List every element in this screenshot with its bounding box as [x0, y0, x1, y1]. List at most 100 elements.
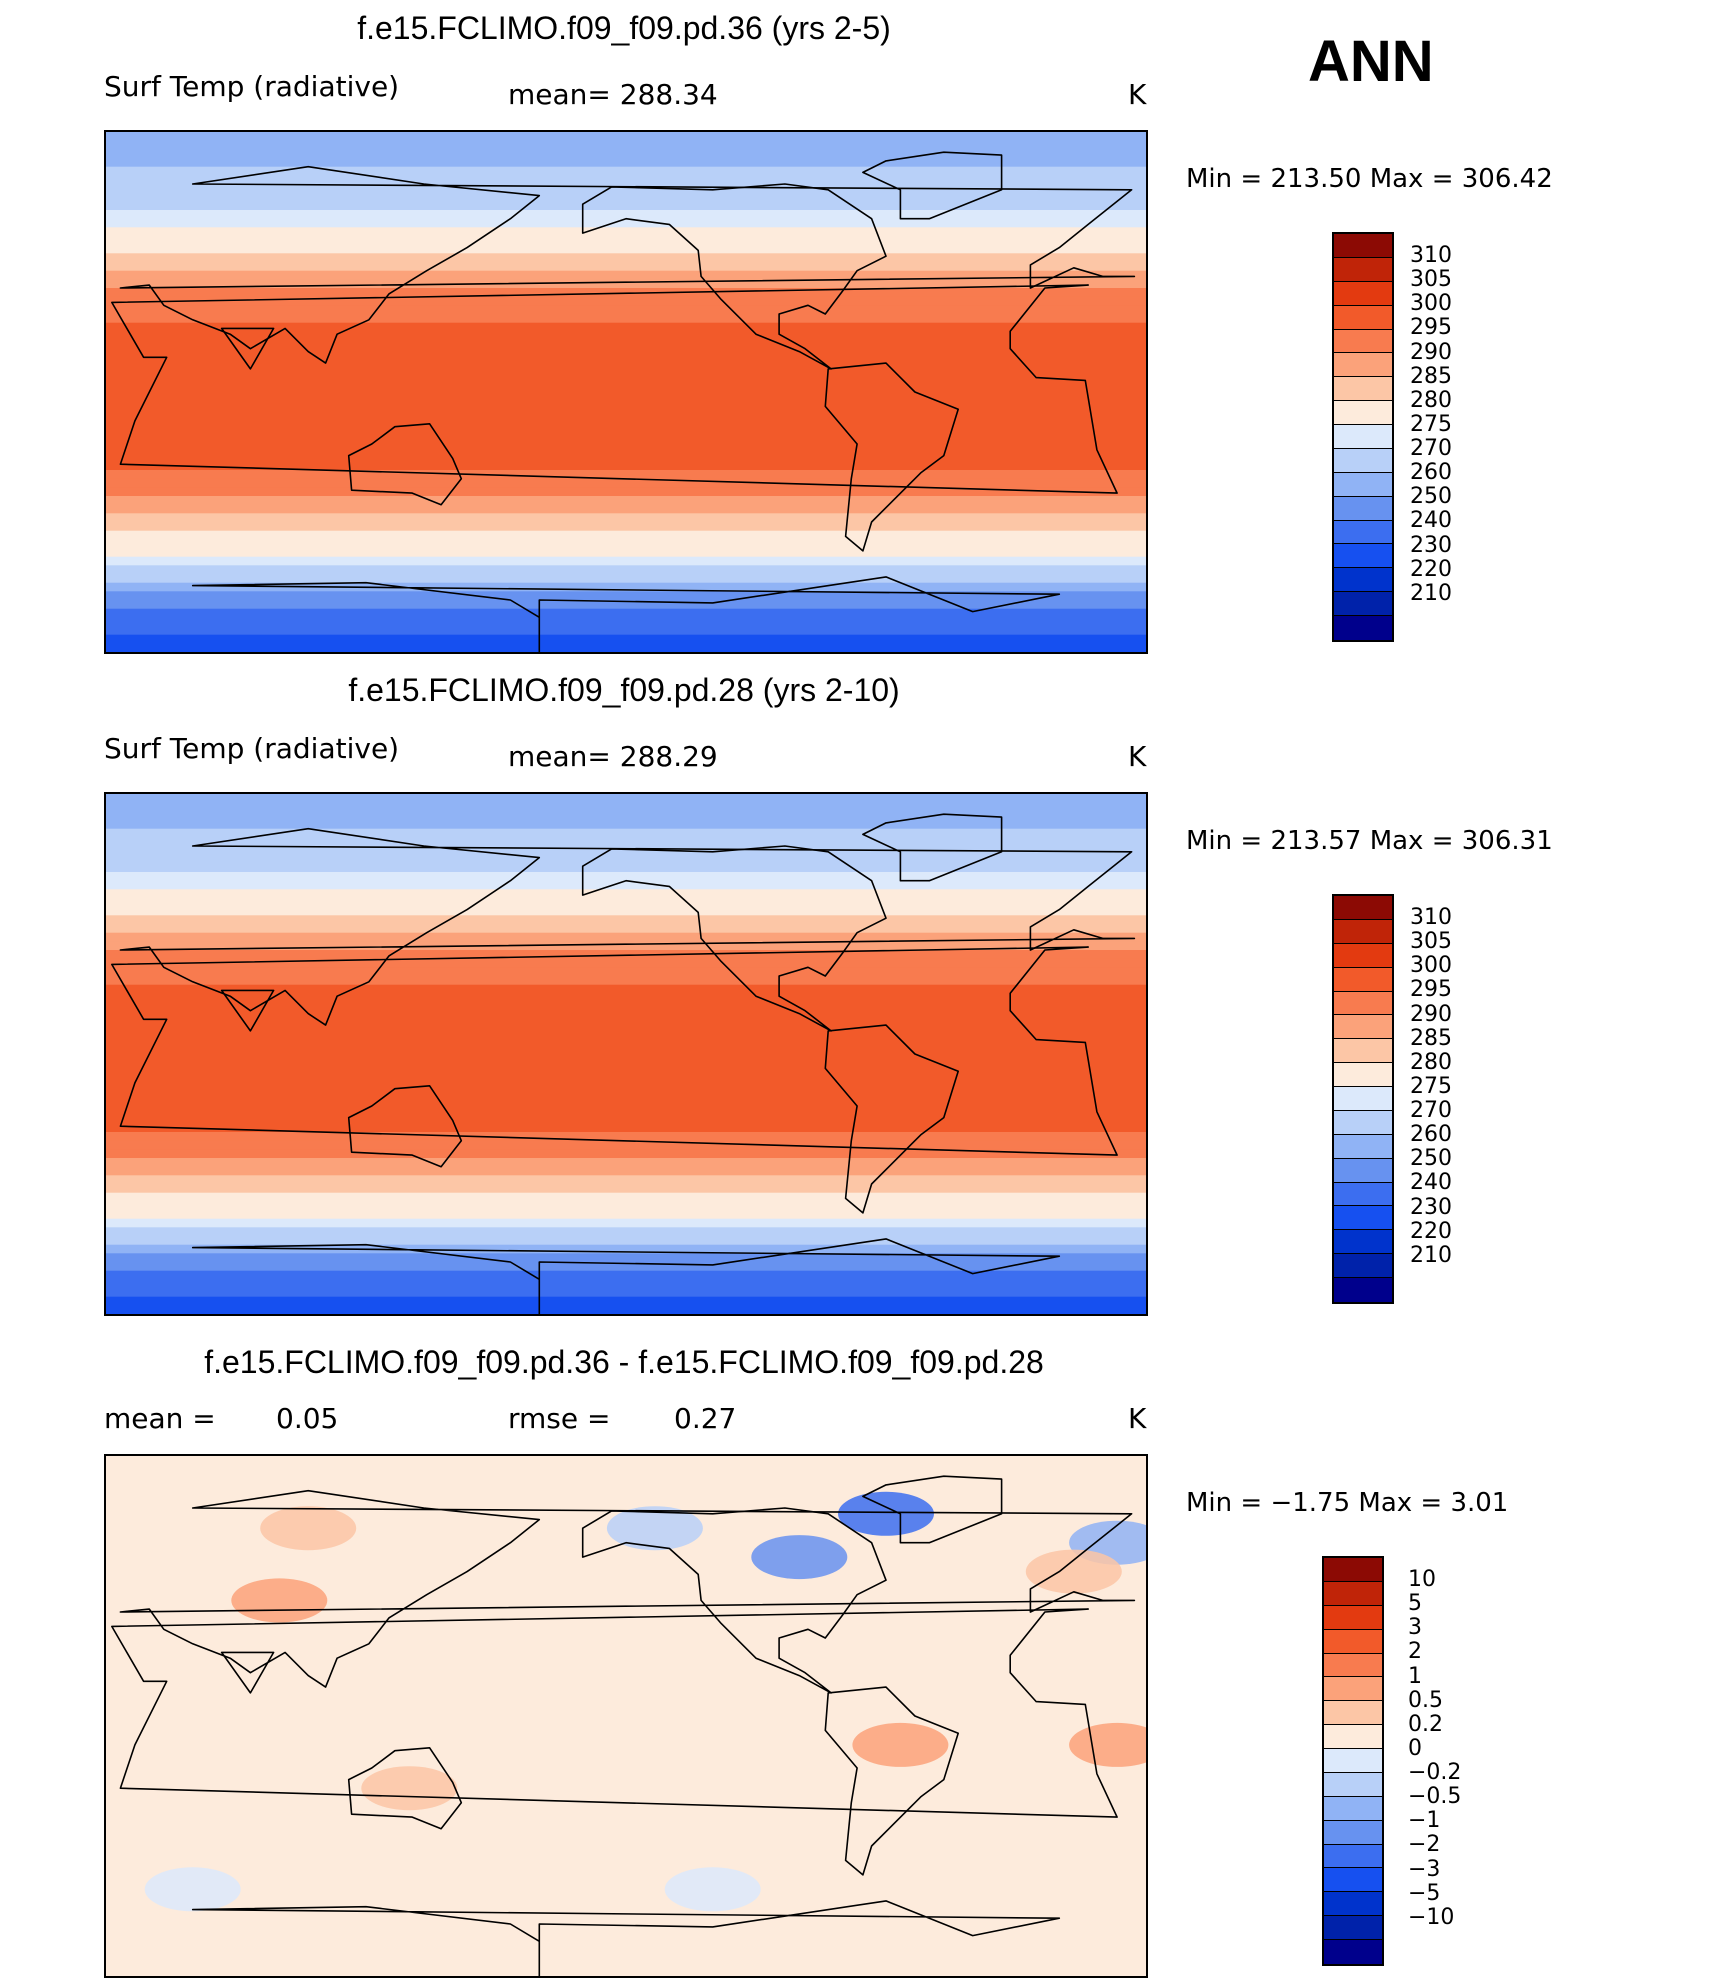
colorbar-swatch	[1324, 1701, 1382, 1726]
colorbar-tick-label: 220	[1410, 556, 1452, 582]
panel-3-title: f.e15.FCLIMO.f09_f09.pd.36 - f.e15.FCLIM…	[204, 1344, 1044, 1380]
latitude-band	[106, 296, 1146, 306]
coastline-africa	[111, 946, 1118, 1156]
colorbar-swatch	[1334, 991, 1392, 1016]
panel-2-mean: mean= 288.29	[508, 740, 718, 773]
latitude-band	[106, 314, 1146, 324]
coastline-europe-asia	[119, 165, 1136, 364]
colorbar-tick-label: 310	[1410, 243, 1452, 269]
latitude-band	[106, 392, 1146, 402]
coastline-north-america	[581, 845, 887, 1032]
latitude-band	[106, 548, 1146, 558]
difference-patch	[231, 1578, 328, 1623]
colorbar-swatch	[1324, 1916, 1382, 1940]
coastline-australia	[347, 1747, 463, 1830]
latitude-band	[106, 958, 1146, 968]
colorbar-swatch	[1324, 1581, 1382, 1606]
latitude-band	[106, 591, 1146, 601]
coastline-greenland	[862, 813, 1003, 882]
panel-1-variable-label: Surf Temp (radiative)	[104, 70, 400, 103]
panel-1-map	[104, 130, 1148, 654]
latitude-band	[106, 1088, 1146, 1098]
panel-3-minmax: Min = −1.75 Max = 3.01	[1186, 1488, 1509, 1518]
coastline-india-peninsula	[220, 1651, 275, 1694]
latitude-band	[106, 444, 1146, 454]
latitude-band	[106, 582, 1146, 592]
panel-2-map	[104, 792, 1148, 1316]
latitude-band	[106, 383, 1146, 393]
colorbar-swatch	[1334, 943, 1392, 968]
latitude-band	[106, 993, 1146, 1003]
latitude-band	[106, 880, 1146, 890]
latitude-band	[106, 1010, 1146, 1020]
colorbar-tick-label: 305	[1410, 929, 1452, 955]
colorbar-tick-label: 0.5	[1408, 1687, 1443, 1713]
colorbar-swatch	[1334, 1182, 1392, 1207]
coastline-africa	[111, 1608, 1118, 1818]
latitude-band	[106, 253, 1146, 263]
colorbar-swatch	[1334, 496, 1392, 521]
latitude-band	[106, 1288, 1146, 1298]
latitude-band	[106, 366, 1146, 376]
colorbar-tick-label: −10	[1408, 1904, 1455, 1930]
colorbar-tick-label: 210	[1410, 580, 1452, 606]
colorbar-tick-label: 5	[1408, 1591, 1422, 1617]
latitude-band	[106, 863, 1146, 873]
colorbar-tick-label: 240	[1410, 508, 1452, 534]
colorbar-swatch	[1334, 1230, 1392, 1255]
colorbar-tick-label: 2	[1408, 1639, 1422, 1665]
coastline-south-america	[824, 1024, 959, 1214]
difference-patch	[1025, 1549, 1122, 1594]
latitude-band	[106, 322, 1146, 332]
colorbar-tick-label: 310	[1410, 905, 1452, 931]
coastline-greenland	[862, 1475, 1003, 1544]
colorbar-tick-label: 290	[1410, 339, 1452, 365]
latitude-band	[106, 556, 1146, 566]
colorbar-tick-label: 280	[1410, 1049, 1452, 1075]
latitude-band	[106, 1210, 1146, 1220]
colorbar-swatch	[1334, 1063, 1392, 1087]
colorbar-tick-label: −1	[1408, 1808, 1441, 1834]
colorbar-swatch	[1334, 967, 1392, 992]
latitude-band	[106, 166, 1146, 176]
difference-patch	[852, 1722, 949, 1767]
latitude-band	[106, 244, 1146, 254]
colorbar-swatch	[1324, 1796, 1382, 1821]
colorbar-swatch	[1334, 1015, 1392, 1040]
colorbar-tick-label: 1	[1408, 1663, 1422, 1689]
latitude-band	[106, 1279, 1146, 1289]
latitude-band	[106, 634, 1146, 644]
colorbar-swatch	[1334, 544, 1392, 569]
latitude-band	[106, 1036, 1146, 1046]
colorbar-swatch	[1334, 592, 1392, 616]
colorbar-tick-label: 0	[1408, 1735, 1422, 1761]
latitude-band	[106, 487, 1146, 497]
latitude-band	[106, 565, 1146, 575]
latitude-band	[106, 452, 1146, 462]
panel-2-colorbar	[1332, 894, 1394, 1304]
latitude-band	[106, 1227, 1146, 1237]
colorbar-swatch	[1334, 257, 1392, 282]
colorbar-swatch	[1334, 520, 1392, 545]
colorbar-tick-label: 230	[1410, 1194, 1452, 1220]
colorbar-swatch	[1334, 1254, 1392, 1278]
latitude-band	[106, 1002, 1146, 1012]
panel-1-minmax: Min = 213.50 Max = 306.42	[1186, 164, 1553, 194]
colorbar-swatch	[1334, 425, 1392, 449]
latitude-band	[106, 915, 1146, 925]
latitude-band	[106, 794, 1146, 804]
colorbar-swatch	[1324, 1605, 1382, 1630]
latitude-band	[106, 574, 1146, 584]
latitude-band	[106, 539, 1146, 549]
coastline-australia	[347, 1085, 463, 1168]
colorbar-tick-label: 210	[1410, 1242, 1452, 1268]
latitude-band	[106, 331, 1146, 341]
latitude-band	[106, 513, 1146, 523]
colorbar-swatch	[1334, 1039, 1392, 1064]
latitude-band	[106, 1236, 1146, 1246]
latitude-band	[106, 837, 1146, 847]
latitude-band	[106, 305, 1146, 315]
colorbar-swatch	[1334, 1158, 1392, 1183]
colorbar-swatch	[1324, 1772, 1382, 1797]
latitude-band	[106, 626, 1146, 636]
